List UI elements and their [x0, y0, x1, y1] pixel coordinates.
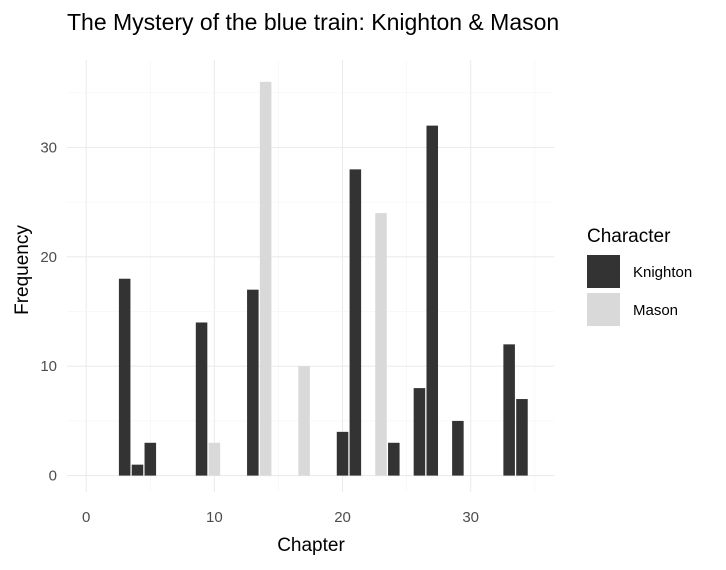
x-axis-label: Chapter — [277, 535, 345, 556]
bar-knighton-chapter-20 — [336, 431, 349, 476]
bar-knighton-chapter-26 — [413, 388, 426, 476]
legend: Character Knighton Mason — [587, 226, 692, 326]
x-tick-label: 30 — [462, 509, 479, 526]
bar-knighton-chapter-34 — [516, 399, 528, 476]
legend-title: Character — [587, 226, 671, 247]
bar-knighton-chapter-9 — [195, 322, 208, 476]
y-tick-label: 30 — [40, 139, 57, 156]
y-tick-label: 20 — [40, 249, 57, 266]
bar-knighton-chapter-3 — [118, 278, 131, 476]
tick-labels: 0 10 20 30 0 10 20 30 — [40, 139, 479, 526]
bar-knighton-chapter-33 — [503, 344, 515, 476]
legend-label-knighton: Knighton — [633, 264, 692, 281]
grid-layer — [67, 60, 554, 492]
x-tick-label: 0 — [82, 509, 90, 526]
bar-knighton-chapter-21 — [349, 169, 362, 476]
bar-mason-chapter-23 — [375, 213, 387, 476]
bar-knighton-chapter-29 — [452, 420, 464, 476]
bar-knighton-chapter-24 — [388, 442, 400, 476]
x-tick-label: 10 — [206, 509, 223, 526]
bar-knighton-chapter-13 — [247, 289, 259, 476]
bar-knighton-chapter-4 — [131, 464, 144, 476]
legend-swatch-mason — [587, 293, 620, 326]
chart-title: The Mystery of the blue train: Knighton … — [67, 9, 559, 35]
bar-knighton-chapter-5 — [144, 442, 157, 476]
legend-items: Knighton Mason — [587, 255, 692, 326]
x-tick-label: 20 — [334, 509, 351, 526]
bar-mason-chapter-17 — [298, 366, 310, 476]
legend-swatch-knighton — [587, 255, 620, 288]
y-tick-label: 0 — [49, 468, 57, 485]
bar-knighton-chapter-27 — [426, 125, 439, 476]
y-tick-label: 10 — [40, 358, 57, 375]
bars-layer — [118, 81, 528, 476]
y-axis-label: Frequency — [12, 225, 33, 315]
bar-mason-chapter-10 — [208, 442, 221, 476]
legend-label-mason: Mason — [633, 302, 678, 319]
bar-mason-chapter-14 — [259, 81, 272, 476]
